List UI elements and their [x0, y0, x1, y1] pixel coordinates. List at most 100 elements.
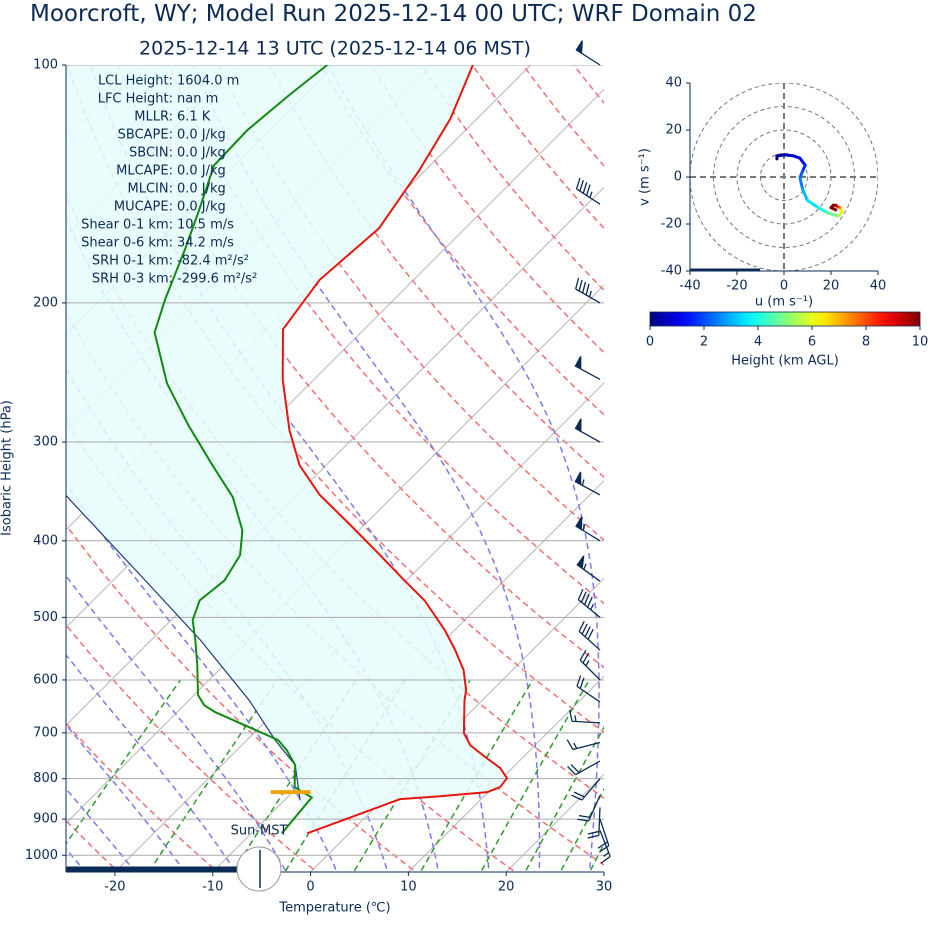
x-tick-label: 10: [400, 880, 417, 895]
dry-adiabat: [167, 65, 604, 605]
stat-value: -299.6 m²/s²: [177, 272, 257, 287]
x-tick-label: -20: [104, 880, 125, 895]
y-tick-label: 300: [33, 435, 58, 450]
stat-label: SBCAPE:: [118, 128, 173, 143]
dry-adiabat: [66, 819, 120, 872]
wind-barb: [569, 709, 601, 724]
moist-adiabat: [66, 723, 187, 872]
x-tick-label: -10: [202, 880, 223, 895]
dry-adiabat: [572, 65, 604, 105]
colorbar-tick-label: 0: [646, 335, 654, 350]
hodograph-y-tick-label: 40: [665, 76, 682, 91]
mixing-ratio-line: [559, 787, 604, 872]
stat-label: SBCIN:: [129, 146, 173, 161]
moist-adiabat: [192, 65, 541, 872]
stat-label: SRH 0-1 km:: [92, 254, 173, 269]
colorbar-tick-label: 4: [754, 335, 762, 350]
mixing-ratio-line: [419, 679, 534, 872]
wind-barb: [574, 418, 601, 443]
y-axis-label: Isobaric Height (hPa): [0, 400, 15, 536]
wind-barb: [575, 516, 601, 542]
wind-barb: [575, 177, 601, 205]
stat-value: nan m: [177, 92, 218, 107]
hodograph-x-tick-label: 0: [780, 279, 788, 294]
clock: [236, 846, 282, 892]
stat-label: MLLR:: [134, 110, 173, 125]
wind-barb: [578, 620, 601, 651]
stat-value: 6.1 K: [177, 110, 211, 125]
dry-adiabat: [610, 47, 928, 888]
hodograph-segment: [829, 206, 838, 212]
wind-barb: [577, 588, 601, 618]
hodograph-segment: [806, 199, 820, 210]
stat-value: 10.5 m/s: [177, 218, 234, 233]
clock-label: Sun-MST: [231, 824, 288, 839]
dry-adiabat: [66, 722, 219, 872]
y-tick-label: 400: [33, 533, 58, 548]
hodograph-y-tick-label: 20: [665, 123, 682, 138]
hodograph-y-tick-label: 0: [674, 170, 682, 185]
wind-barb: [575, 40, 601, 66]
plot-area: [66, 47, 928, 888]
moist-adiabat: [66, 481, 338, 872]
mixing-ratio-line: [480, 679, 590, 872]
stat-value: 0.0 J/kg: [177, 200, 226, 215]
stat-label: MUCAPE:: [114, 200, 173, 215]
hodograph-x-tick-label: -20: [726, 279, 747, 294]
wind-barb: [574, 356, 601, 381]
y-tick-label: 500: [33, 610, 58, 625]
stat-label: Shear 0-1 km:: [81, 218, 173, 233]
y-tick-label: 1000: [25, 848, 58, 863]
stat-label: SRH 0-3 km:: [92, 272, 173, 287]
colorbar-tick-label: 2: [700, 335, 708, 350]
stat-label: LCL Height:: [98, 74, 173, 89]
wind-barb: [597, 818, 610, 853]
wind-barb: [567, 760, 601, 776]
stat-label: LFC Height:: [98, 92, 173, 107]
y-tick-label: 600: [33, 672, 58, 687]
stat-value: 0.0 J/kg: [177, 164, 226, 179]
hodograph-x-tick-label: 40: [870, 279, 887, 294]
colorbar-label: Height (km AGL): [731, 354, 839, 369]
hodograph-segment: [816, 206, 830, 215]
hodograph-x-tick-label: -40: [679, 279, 700, 294]
shaded-area: [66, 65, 507, 834]
isotherm: [408, 675, 604, 872]
stat-label: MLCAPE:: [116, 164, 173, 179]
moist-adiabat: [66, 574, 287, 872]
y-tick-label: 900: [33, 812, 58, 827]
hodograph-segment: [798, 176, 805, 192]
stat-value: 0.0 J/kg: [177, 146, 226, 161]
isotherm: [702, 65, 928, 872]
dry-adiabat: [471, 65, 604, 230]
isotherm: [66, 284, 604, 824]
hodograph-x-label: u (m s⁻¹): [755, 295, 813, 310]
hodograph-x-tick-label: 20: [823, 279, 840, 294]
mixing-ratio-line: [147, 679, 278, 872]
hodograph-y-tick-label: -40: [661, 264, 682, 279]
wind-barb: [566, 739, 601, 751]
y-tick-label: 200: [33, 295, 58, 310]
dry-adiabat: [66, 523, 418, 872]
stat-value: 0.0 J/kg: [177, 182, 226, 197]
y-tick-label: 800: [33, 771, 58, 786]
wind-barb: [579, 649, 601, 681]
colorbar-tick-label: 6: [808, 335, 816, 350]
hodograph-y-tick-label: -20: [661, 217, 682, 232]
stat-value: 34.2 m/s: [177, 236, 234, 251]
dry-adiabat: [710, 47, 928, 888]
moist-adiabat: [327, 65, 600, 872]
wind-barb: [576, 675, 601, 703]
dry-adiabat: [218, 65, 604, 541]
wind-barb: [587, 807, 601, 839]
stat-label: Shear 0-6 km:: [81, 236, 173, 251]
hodograph-area: [690, 83, 878, 271]
mixing-ratio-line: [524, 725, 604, 872]
x-tick-label: 30: [596, 880, 613, 895]
stat-value: 1604.0 m: [177, 74, 239, 89]
dry-adiabat: [660, 47, 928, 888]
moist-adiabat: [66, 653, 237, 872]
chart-subtitle: 2025-12-14 13 UTC (2025-12-14 06 MST): [139, 38, 531, 60]
colorbar: [649, 311, 921, 327]
